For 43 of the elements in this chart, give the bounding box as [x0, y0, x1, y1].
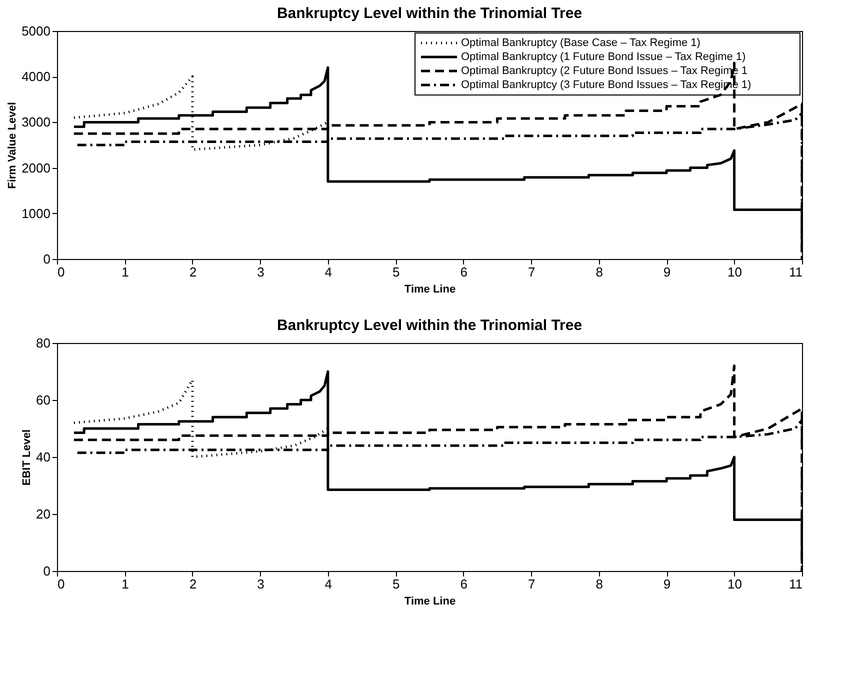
- y-tick-label: 20: [36, 506, 50, 522]
- x-tick-label: 7: [528, 264, 536, 280]
- x-tick-label: 9: [663, 576, 671, 592]
- y-tick-label: 0: [43, 564, 50, 578]
- x-tick-label: 6: [460, 576, 468, 592]
- x-tick-label: 8: [596, 576, 603, 592]
- y-tick-label: 5000: [22, 24, 50, 38]
- x-axis-title: Time Line: [404, 284, 456, 296]
- x-tick-label: 1: [122, 264, 129, 280]
- y-tick-label: 80: [36, 336, 50, 350]
- x-tick-label: 5: [392, 576, 400, 592]
- x-tick-label: 5: [392, 264, 400, 280]
- x-tick-label: 10: [728, 264, 742, 280]
- x-tick-label: 9: [663, 264, 671, 280]
- x-tick-label: 0: [58, 264, 65, 280]
- y-tick-label: 2000: [22, 160, 50, 176]
- x-tick-label: 7: [528, 576, 536, 592]
- y-axis-title: Firm Value Level: [6, 102, 19, 189]
- x-tick-label: 3: [257, 576, 264, 592]
- y-tick-label: 1000: [22, 206, 50, 221]
- x-tick-label: 0: [58, 576, 65, 592]
- y-tick-label: 0: [43, 252, 50, 266]
- chart-title: Bankruptcy Level within the Trinomial Tree: [276, 317, 582, 334]
- chart-title: Bankruptcy Level within the Trinomial Tree: [276, 5, 582, 22]
- x-axis-title: Time Line: [404, 596, 456, 608]
- x-tick-label: 11: [789, 576, 802, 592]
- y-tick-label: 4000: [22, 69, 50, 84]
- x-tick-label: 3: [257, 264, 264, 280]
- y-tick-label: 40: [36, 450, 50, 464]
- x-tick-label: 4: [324, 264, 332, 280]
- x-tick-label: 2: [189, 576, 197, 592]
- y-tick-label: 60: [36, 392, 50, 408]
- x-tick-label: 11: [789, 264, 802, 280]
- x-tick-label: 4: [324, 576, 332, 592]
- x-tick-label: 10: [728, 576, 742, 592]
- x-tick-label: 6: [460, 264, 468, 280]
- y-tick-label: 3000: [22, 114, 50, 130]
- x-tick-label: 1: [122, 576, 129, 592]
- x-tick-label: 8: [596, 264, 603, 280]
- legend-label: Optimal Bankruptcy (1 Future Bond Issue – Tax Regime 1): [461, 51, 746, 63]
- x-tick-label: 2: [189, 264, 197, 280]
- y-axis-title: EBIT Level: [21, 429, 34, 486]
- legend-label: Optimal Bankruptcy (Base Case – Tax Regime 1): [461, 37, 700, 49]
